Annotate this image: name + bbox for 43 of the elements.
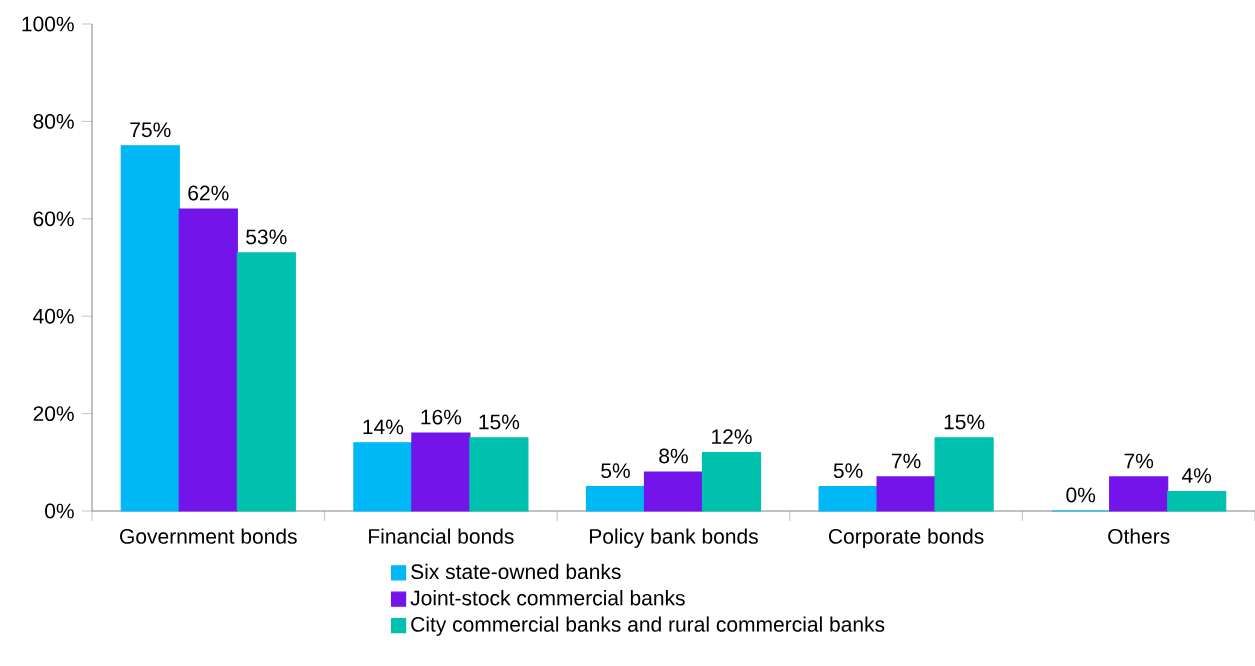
data-label: 14% bbox=[363, 419, 404, 435]
bar bbox=[585, 486, 646, 512]
bar bbox=[353, 442, 413, 512]
bar bbox=[1167, 490, 1227, 512]
bar bbox=[1109, 476, 1169, 512]
bar bbox=[469, 437, 529, 512]
data-label: 5% bbox=[601, 463, 630, 479]
legend-label: City commercial banks and rural commercial banks bbox=[411, 616, 885, 636]
data-label: 75% bbox=[130, 122, 171, 138]
bar bbox=[120, 145, 180, 512]
bar bbox=[701, 451, 762, 512]
y-tick-label: 0% bbox=[45, 503, 74, 519]
x-tick-label: Policy bank bonds bbox=[590, 528, 758, 548]
data-label: 7% bbox=[1124, 453, 1154, 469]
data-label: 15% bbox=[944, 414, 985, 430]
bar bbox=[876, 476, 936, 512]
data-label: 7% bbox=[891, 453, 921, 469]
data-label: 8% bbox=[659, 448, 688, 464]
x-tick-label: Corporate bonds bbox=[828, 528, 984, 548]
bar bbox=[643, 471, 704, 512]
y-tick-label: 40% bbox=[33, 308, 74, 324]
bar bbox=[236, 252, 296, 512]
y-tick-label: 80% bbox=[33, 113, 74, 129]
data-label: 0% bbox=[1066, 487, 1096, 503]
data-label: 4% bbox=[1181, 468, 1212, 483]
data-label: 12% bbox=[712, 429, 752, 444]
x-tick-label: Financial bonds bbox=[369, 528, 514, 544]
data-label: 16% bbox=[421, 409, 462, 425]
x-tick-label: Government bonds bbox=[120, 528, 297, 544]
bar bbox=[818, 486, 878, 512]
bar bbox=[934, 437, 994, 512]
data-label: 5% bbox=[833, 463, 863, 479]
x-tick-label: Others bbox=[1108, 528, 1170, 544]
data-label: 15% bbox=[479, 414, 520, 430]
y-tick-label: 20% bbox=[33, 406, 74, 422]
bar bbox=[411, 432, 471, 512]
y-tick-label: 60% bbox=[33, 211, 74, 227]
y-tick-label: 100% bbox=[22, 16, 74, 32]
data-label: 62% bbox=[188, 185, 229, 201]
legend-label: Six state-owned banks bbox=[411, 563, 621, 580]
legend-label: Joint-stock commercial banks bbox=[410, 590, 685, 606]
data-label: 53% bbox=[246, 229, 287, 245]
bar bbox=[178, 208, 238, 512]
